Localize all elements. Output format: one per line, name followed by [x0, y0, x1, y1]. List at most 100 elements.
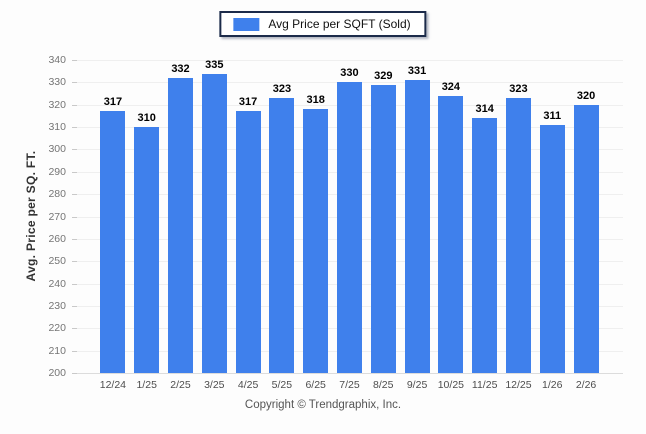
x-tick-label: 12/24 [99, 379, 127, 391]
bar-cell: 323 [265, 60, 299, 373]
y-axis-tick-labels: 200 210 220 230 240 250 260 270 280 290 300 310 320 3… [0, 54, 66, 379]
x-tick-label: 10/25 [437, 379, 464, 391]
y-axis-tickmark [72, 104, 77, 106]
x-tick-label: 2/26 [575, 379, 597, 391]
y-tick-label: 230 [48, 299, 66, 312]
bar-value-label: 310 [137, 112, 156, 125]
x-tick-label: 6/25 [305, 379, 326, 391]
y-axis-tickmark [72, 261, 77, 263]
bar-cell: 332 [164, 60, 198, 373]
bar-cell: 324 [434, 60, 468, 373]
gridline [72, 373, 623, 374]
x-tick-label: 11/25 [471, 379, 498, 391]
bar-cell: 331 [400, 60, 434, 373]
y-axis-tickmark [72, 194, 77, 196]
y-tick-label: 240 [48, 277, 66, 290]
y-axis-tickmark [72, 238, 77, 240]
bar-value-label: 317 [238, 96, 258, 109]
chart-legend: Avg Price per SQFT (Sold) [219, 11, 427, 37]
bar [303, 109, 329, 373]
bar-cell: 317 [231, 60, 265, 373]
gridline [72, 60, 623, 61]
bar [134, 127, 160, 373]
bar-cell: 317 [96, 60, 130, 373]
bar-value-label: 318 [306, 94, 325, 107]
bar [404, 80, 430, 373]
y-tick-label: 300 [48, 143, 66, 156]
bar-cell: 310 [130, 60, 164, 373]
bar [167, 77, 193, 373]
bar [235, 111, 261, 373]
bar [438, 95, 464, 373]
bar-value-label: 331 [407, 65, 427, 78]
bar [573, 104, 599, 373]
bars-layer: 317 310 332 335 317 323 318 330 329 331 324 314 323 3… [96, 60, 603, 373]
y-axis-tickmark [72, 283, 77, 285]
y-tick-label: 260 [48, 232, 66, 245]
y-axis-tickmark [72, 60, 77, 61]
bar-cell: 330 [333, 60, 367, 373]
y-axis-tickmark [72, 127, 77, 129]
y-axis-tickmark [72, 350, 77, 352]
bar [539, 124, 565, 373]
bar [269, 98, 295, 373]
y-tick-label: 270 [48, 210, 66, 223]
bar-value-label: 320 [576, 89, 596, 102]
bar-cell: 318 [299, 60, 333, 373]
bar-cell: 314 [468, 60, 502, 373]
y-axis-tickmark [72, 149, 77, 151]
y-tick-label: 310 [48, 121, 66, 134]
x-tick-label: 3/25 [204, 379, 225, 391]
y-tick-label: 340 [48, 54, 66, 66]
x-tick-label: 5/25 [271, 379, 293, 391]
bar-value-label: 335 [205, 59, 224, 71]
bar-cell: 329 [366, 60, 400, 373]
y-tick-label: 250 [48, 255, 66, 268]
legend-series-label: Avg Price per SQFT (Sold) [268, 17, 411, 31]
y-tick-label: 330 [48, 76, 66, 89]
x-tick-label: 1/26 [542, 379, 563, 391]
y-axis-tickmark [72, 82, 77, 84]
bar-value-label: 317 [103, 96, 123, 109]
bar-value-label: 323 [509, 83, 528, 96]
y-tick-label: 220 [48, 322, 66, 335]
bar [100, 111, 126, 373]
bar-value-label: 330 [340, 67, 359, 80]
y-tick-label: 210 [48, 344, 66, 357]
y-tick-label: 320 [48, 98, 66, 111]
y-axis-tickmark [72, 328, 77, 330]
y-axis-tickmark [72, 305, 77, 307]
y-axis-tickmark [72, 171, 77, 173]
legend-series-swatch [233, 17, 260, 31]
bar-cell: 320 [569, 60, 603, 373]
bar [472, 118, 498, 373]
plot-area: 317 310 332 335 317 323 318 330 329 331 324 314 323 3… [72, 60, 623, 374]
x-tick-label: 8/25 [373, 379, 394, 391]
bar [201, 74, 227, 373]
y-tick-label: 290 [48, 165, 66, 178]
bar-cell: 323 [502, 60, 536, 373]
bar-value-label: 311 [543, 109, 562, 122]
bar-value-label: 329 [374, 69, 393, 82]
bar [370, 84, 396, 373]
y-tick-label: 200 [48, 367, 66, 379]
bar-value-label: 332 [171, 62, 190, 75]
x-tick-label: 7/25 [339, 379, 360, 391]
x-tick-label: 2/25 [170, 379, 191, 391]
bar [336, 82, 362, 373]
x-axis-tick-labels: 12/24 1/25 2/25 3/25 4/25 5/25 6/25 7/25 8/25 9/2… [96, 379, 603, 391]
bar-cell: 335 [197, 60, 231, 373]
y-axis-tickmark [72, 216, 77, 218]
bar-value-label: 323 [272, 83, 292, 96]
x-tick-label: 12/25 [505, 379, 532, 391]
x-tick-label: 4/25 [237, 379, 259, 391]
x-tick-label: 1/25 [136, 379, 157, 391]
y-axis-tickmark [72, 373, 77, 374]
bar-cell: 311 [535, 60, 569, 373]
x-tick-label: 9/25 [406, 379, 428, 391]
copyright-footer: Copyright © Trendgraphix, Inc. [244, 399, 402, 411]
y-tick-label: 280 [48, 188, 66, 201]
bar [505, 98, 531, 373]
bar-value-label: 314 [475, 103, 494, 116]
